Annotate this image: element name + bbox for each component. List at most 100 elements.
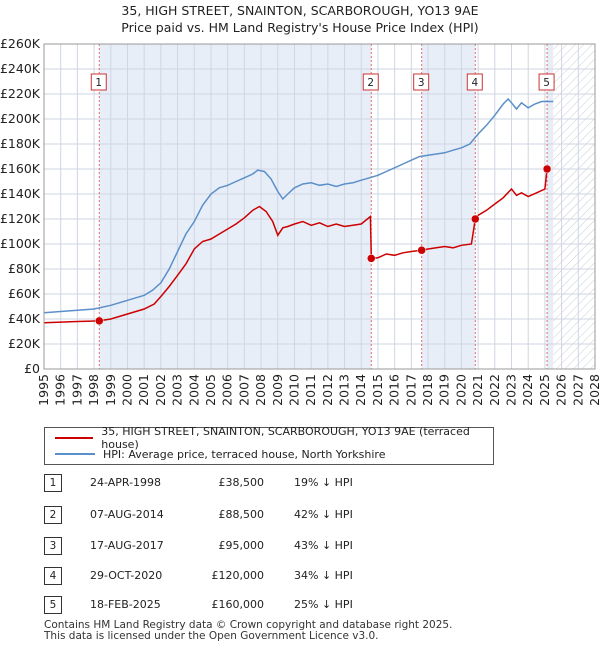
sale-price: £88,500 xyxy=(218,508,265,521)
sale-marker-box xyxy=(362,73,379,91)
table-row: 4 29-OCT-2020 £120,000 34% ↓ HPI xyxy=(44,567,464,587)
y-tick-label: £20K xyxy=(8,336,41,351)
x-tick-label: 2006 xyxy=(220,374,235,406)
y-tick-label: £240K xyxy=(0,61,41,76)
ownership-band xyxy=(547,44,554,369)
y-tick-label: £260K xyxy=(0,36,41,51)
sale-marker-label: 2 xyxy=(367,77,374,89)
x-tick-label: 2021 xyxy=(470,374,485,406)
y-tick-label: £60K xyxy=(8,286,41,301)
x-tick-label: 2019 xyxy=(437,374,452,406)
x-tick-label: 2003 xyxy=(170,374,185,406)
sale-point xyxy=(417,246,426,255)
x-tick-label: 2026 xyxy=(554,374,569,406)
x-tick-label: 2018 xyxy=(420,374,435,406)
plot-frame xyxy=(43,43,596,370)
table-row: 2 07-AUG-2014 £88,500 42% ↓ HPI xyxy=(44,506,464,526)
chart-title: 35, HIGH STREET, SNAINTON, SCARBOROUGH, … xyxy=(0,2,600,36)
y-tick-label: £100K xyxy=(0,236,41,251)
footer-copyright: Contains HM Land Registry data © Crown c… xyxy=(44,619,453,631)
sale-hpi-diff: 42% ↓ HPI xyxy=(294,508,353,521)
sale-point xyxy=(95,316,104,326)
sale-number-badge: 1 xyxy=(44,474,62,492)
sale-price: £38,500 xyxy=(218,476,265,489)
y-tick-label: £80K xyxy=(8,261,41,276)
y-tick-label: £220K xyxy=(0,86,41,101)
table-row: 1 24-APR-1998 £38,500 19% ↓ HPI xyxy=(44,474,464,494)
x-tick-label: 1995 xyxy=(36,374,51,406)
y-tick-label: £40K xyxy=(8,311,41,326)
sale-date: 07-AUG-2014 xyxy=(90,508,164,521)
title-line-2: Price paid vs. HM Land Registry's House … xyxy=(121,20,479,35)
sale-number-badge: 2 xyxy=(44,506,62,524)
x-tick-label: 1997 xyxy=(69,374,84,406)
x-tick-label: 2002 xyxy=(153,374,168,406)
sale-price: £160,000 xyxy=(211,598,265,611)
sale-date: 24-APR-1998 xyxy=(90,476,162,489)
x-tick-label: 2001 xyxy=(136,374,151,406)
legend-item-hpi: HPI: Average price, terraced house, Nort… xyxy=(55,446,385,462)
y-tick-label: £140K xyxy=(0,186,41,201)
sale-marker-box xyxy=(538,73,555,91)
x-tick-label: 2023 xyxy=(504,374,519,406)
sale-marker-label: 1 xyxy=(95,77,102,89)
sale-point xyxy=(367,254,376,263)
sale-hpi-diff: 34% ↓ HPI xyxy=(294,569,353,582)
sale-marker-box xyxy=(413,73,430,91)
y-tick-label: £0 xyxy=(24,361,40,376)
table-row: 3 17-AUG-2017 £95,000 43% ↓ HPI xyxy=(44,537,464,557)
sale-price: £95,000 xyxy=(218,539,265,552)
sale-marker-box xyxy=(466,73,483,91)
x-tick-label: 2008 xyxy=(253,374,268,406)
x-tick-label: 2022 xyxy=(487,374,502,406)
x-tick-label: 2010 xyxy=(286,374,301,406)
x-tick-label: 1999 xyxy=(103,374,118,406)
forecast-hatch xyxy=(553,44,595,369)
x-tick-label: 2004 xyxy=(186,374,201,406)
x-tick-label: 2024 xyxy=(520,374,535,406)
sale-hpi-diff: 19% ↓ HPI xyxy=(294,476,353,489)
legend-item-property: 35, HIGH STREET, SNAINTON, SCARBOROUGH, … xyxy=(55,425,493,451)
hpi-series-line xyxy=(43,97,554,314)
footer-licence: This data is licensed under the Open Gov… xyxy=(44,630,379,642)
x-tick-label: 2014 xyxy=(353,374,368,406)
legend-hpi-swatch xyxy=(55,453,95,455)
x-tick-label: 2016 xyxy=(387,374,402,406)
sale-price: £120,000 xyxy=(211,569,265,582)
x-tick-label: 2027 xyxy=(570,374,585,406)
sale-marker-label: 3 xyxy=(418,77,425,89)
sale-marker-box xyxy=(90,73,107,91)
footer: Contains HM Land Registry data © Crown c… xyxy=(44,620,452,642)
legend-hpi-label: HPI: Average price, terraced house, Nort… xyxy=(103,447,386,461)
y-tick-label: £180K xyxy=(0,136,41,151)
x-tick-label: 2017 xyxy=(403,374,418,406)
sale-date: 18-FEB-2025 xyxy=(90,598,161,611)
sale-hpi-diff: 43% ↓ HPI xyxy=(294,539,353,552)
sale-number-badge: 3 xyxy=(44,537,62,555)
x-tick-label: 2000 xyxy=(119,374,134,406)
sale-number-badge: 4 xyxy=(44,567,62,585)
sale-date: 29-OCT-2020 xyxy=(90,569,163,582)
x-tick-label: 2005 xyxy=(203,374,218,406)
y-tick-label: £200K xyxy=(0,111,41,126)
x-tick-label: 1998 xyxy=(86,374,101,406)
price-chart: 1 2 3 4 5 £0 £20K £40K £60K £80K £100K £120K £140K £… xyxy=(0,36,600,406)
x-tick-label: 1996 xyxy=(53,374,68,406)
legend-property-label: 35, HIGH STREET, SNAINTON, SCARBOROUGH, … xyxy=(101,425,470,451)
sale-number-badge: 5 xyxy=(44,596,62,614)
legend-property-swatch xyxy=(55,437,94,439)
ownership-band xyxy=(421,44,476,369)
y-tick-label: £160K xyxy=(0,161,41,176)
x-tick-label: 2028 xyxy=(587,374,600,406)
x-tick-label: 2020 xyxy=(453,374,468,406)
title-line-1: 35, HIGH STREET, SNAINTON, SCARBOROUGH, … xyxy=(121,3,479,18)
sale-point xyxy=(542,164,552,174)
sale-marker-label: 5 xyxy=(543,77,550,89)
x-tick-label: 2011 xyxy=(303,374,318,406)
legend: 35, HIGH STREET, SNAINTON, SCARBOROUGH, … xyxy=(44,425,494,465)
x-tick-label: 2025 xyxy=(537,374,552,406)
sale-point xyxy=(471,214,480,224)
x-tick-label: 2012 xyxy=(320,374,335,406)
sale-date: 17-AUG-2017 xyxy=(90,539,164,552)
x-tick-label: 2015 xyxy=(370,374,385,406)
